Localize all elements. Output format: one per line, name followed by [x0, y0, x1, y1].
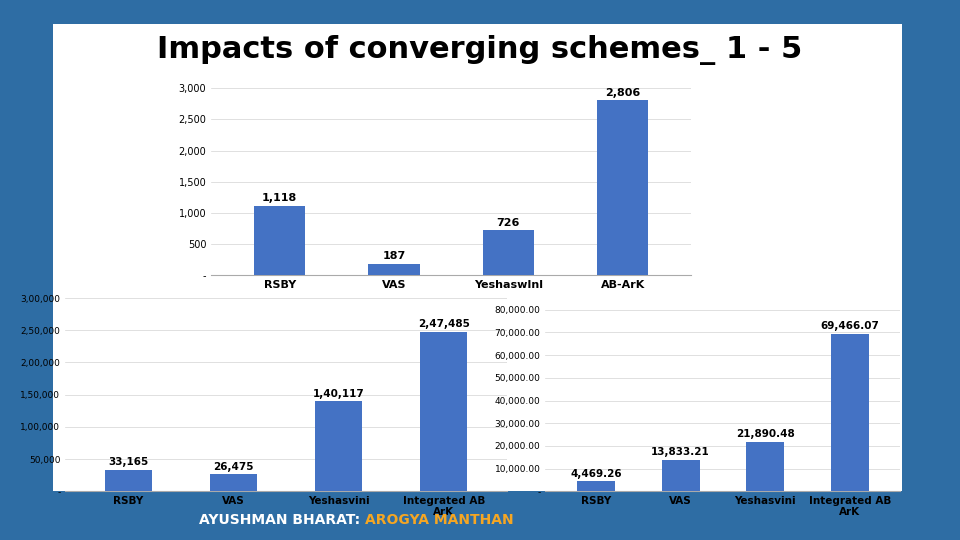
Text: 1,118: 1,118 — [262, 193, 298, 203]
Bar — [746, 442, 784, 491]
Text: 13,833.21: 13,833.21 — [651, 447, 710, 457]
Bar — [661, 460, 700, 491]
Text: 187: 187 — [382, 251, 406, 261]
Text: Impacts of converging schemes_ 1 - 5: Impacts of converging schemes_ 1 - 5 — [157, 35, 803, 65]
Text: 4,469.26: 4,469.26 — [570, 469, 622, 478]
Bar — [483, 230, 534, 275]
Text: AYUSHMAN BHARAT:: AYUSHMAN BHARAT: — [199, 513, 365, 526]
Text: 69,466.07: 69,466.07 — [820, 321, 879, 331]
Text: 33,165: 33,165 — [108, 457, 149, 468]
Bar — [420, 332, 468, 491]
Bar — [254, 206, 305, 275]
Text: 1,40,117: 1,40,117 — [313, 388, 365, 399]
Bar — [830, 334, 869, 491]
Text: 2,806: 2,806 — [605, 87, 640, 98]
Bar — [577, 481, 615, 491]
Bar — [315, 401, 362, 491]
Text: AROGYA MANTHAN: AROGYA MANTHAN — [365, 513, 514, 526]
Bar — [210, 474, 257, 491]
Bar — [597, 100, 648, 275]
Text: 2,47,485: 2,47,485 — [418, 319, 469, 329]
Text: 21,890.48: 21,890.48 — [735, 429, 795, 439]
Text: 726: 726 — [496, 218, 520, 227]
Text: 26,475: 26,475 — [213, 462, 253, 472]
Bar — [105, 470, 152, 491]
Bar — [369, 264, 420, 275]
